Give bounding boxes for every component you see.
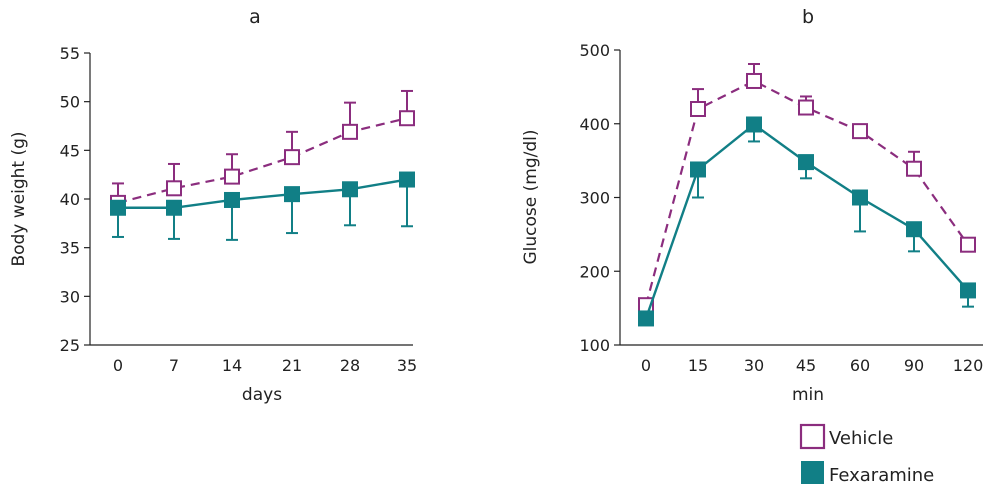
vehicle-data-point <box>342 123 358 140</box>
fexaramine-data-point <box>166 199 182 216</box>
fexaramine-data-point <box>399 171 415 188</box>
vehicle-data-point <box>399 110 415 127</box>
fexaramine-data-point <box>110 199 126 216</box>
fexaramine-series-line <box>118 178 408 209</box>
x-tick-label: 0 <box>113 356 123 375</box>
x-tick-label: 7 <box>169 356 179 375</box>
vehicle-data-point <box>284 149 300 166</box>
fexaramine-data-point <box>690 161 706 178</box>
vehicle-data-point <box>960 236 976 253</box>
y-axis-title: Glucose (mg/dl) <box>521 130 541 265</box>
fexaramine-data-point <box>638 310 654 327</box>
y-tick-label: 100 <box>579 336 610 355</box>
vehicle-data-point <box>906 160 922 177</box>
x-tick-label: 120 <box>953 356 984 375</box>
fexaramine-data-point <box>342 181 358 198</box>
y-tick-label: 55 <box>60 44 80 63</box>
fexaramine-data-point <box>798 154 814 171</box>
y-tick-label: 45 <box>60 141 80 160</box>
x-tick-label: 45 <box>796 356 816 375</box>
vehicle-series-line <box>117 117 408 204</box>
x-tick-label: 60 <box>850 356 870 375</box>
vehicle-data-point <box>690 101 706 117</box>
legend-fexaramine-label: Fexaramine <box>829 465 934 486</box>
y-tick-label: 200 <box>579 262 610 281</box>
vehicle-data-point <box>746 72 762 89</box>
x-tick-label: 35 <box>397 356 417 375</box>
y-tick-label: 30 <box>60 287 80 306</box>
panel-a-chart: a 25 30 35 40 45 50 55 0 7 14 21 28 35 days Body weight… <box>9 6 417 405</box>
legend-vehicle-label: Vehicle <box>829 428 893 449</box>
x-axis-title: min <box>792 385 824 405</box>
legend-vehicle-marker <box>799 423 826 450</box>
x-axis-title: days <box>242 385 282 405</box>
fexaramine-data-point <box>852 189 868 206</box>
y-tick-label: 50 <box>60 93 80 112</box>
fexaramine-data-point <box>960 282 976 299</box>
y-tick-label: 500 <box>579 41 610 60</box>
y-tick-label: 35 <box>60 239 80 258</box>
x-tick-label: 30 <box>744 356 764 375</box>
y-tick-label: 25 <box>60 336 80 355</box>
y-tick-label: 400 <box>579 115 610 134</box>
panel-letter: b <box>802 6 814 28</box>
x-tick-label: 90 <box>904 356 924 375</box>
legend: Vehicle Fexaramine <box>799 423 934 486</box>
x-tick-label: 21 <box>282 356 302 375</box>
panel-letter: a <box>249 6 261 28</box>
y-axis-title: Body weight (g) <box>9 131 29 266</box>
panel-b-chart: b 100 200 300 400 500 0 15 30 45 60 90 120 min Glucose… <box>521 6 983 405</box>
x-tick-label: 15 <box>688 356 708 375</box>
x-tick-label: 0 <box>641 356 651 375</box>
vehicle-data-point <box>798 99 814 116</box>
x-tick-label: 14 <box>222 356 242 375</box>
fexaramine-data-point <box>224 191 240 208</box>
fexaramine-data-point <box>746 116 762 133</box>
vehicle-data-point <box>166 180 182 197</box>
y-tick-label: 300 <box>579 189 610 208</box>
y-tick-label: 40 <box>60 190 80 209</box>
vehicle-data-point <box>852 123 868 140</box>
fexaramine-data-point <box>906 221 922 238</box>
vehicle-data-point <box>224 168 240 185</box>
x-tick-label: 28 <box>340 356 360 375</box>
fexaramine-data-point <box>284 186 300 203</box>
legend-fexaramine-marker <box>801 461 824 484</box>
